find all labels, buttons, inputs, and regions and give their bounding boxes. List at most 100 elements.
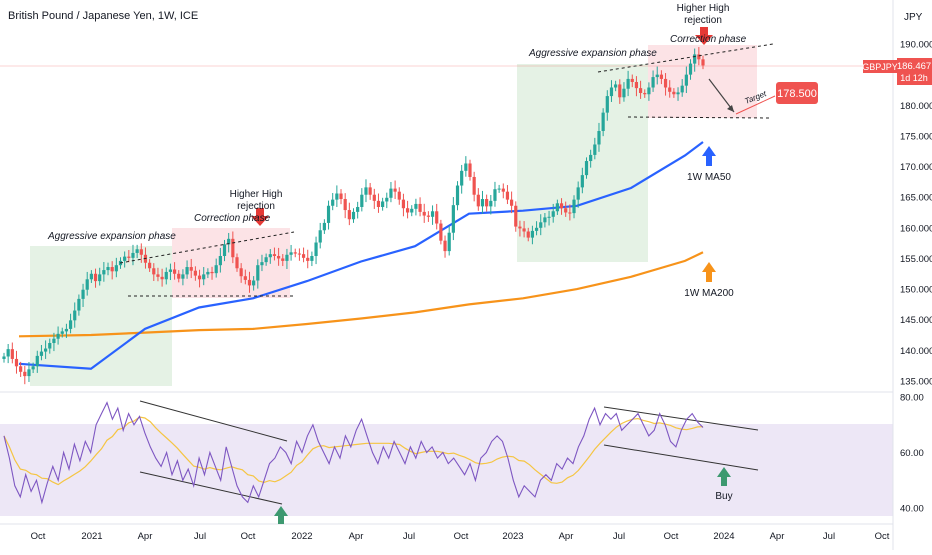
candle-body	[185, 267, 189, 275]
candle-body	[676, 92, 680, 95]
candle-body	[331, 199, 335, 206]
drawings-layer	[119, 43, 776, 505]
candle-body	[93, 273, 98, 282]
candle-body	[272, 254, 277, 257]
candle-body	[526, 231, 530, 238]
candle-body	[285, 254, 289, 261]
candle-body	[381, 201, 385, 207]
time-axis-label: Apr	[138, 531, 153, 542]
buy-label: Buy	[715, 491, 732, 502]
rsi-indicator	[3, 401, 704, 505]
candle-body	[343, 199, 347, 211]
candle-body	[335, 193, 339, 200]
ma200-label: 1W MA200	[684, 288, 734, 299]
higher-high-label-1a: Higher High	[230, 189, 283, 200]
candle-body	[568, 212, 572, 214]
candle-body	[522, 228, 526, 232]
candle-body	[668, 87, 672, 92]
higher-high-label-2b: rejection	[684, 15, 722, 26]
rsi-channel-upper-1	[139, 400, 288, 442]
candle-body	[172, 269, 177, 274]
time-axis-label: 2021	[81, 531, 102, 542]
candle-body	[468, 163, 472, 177]
candle-body	[210, 271, 214, 274]
candle-body	[647, 87, 651, 95]
candle-body	[555, 203, 559, 212]
time-axis-label: Jul	[613, 531, 625, 542]
rsi-tick-labels: 80.00 60.00 40.00	[900, 393, 924, 515]
candle-body	[168, 269, 173, 272]
candle-body	[489, 200, 493, 207]
candle-body	[197, 275, 202, 280]
rsi-line	[3, 401, 704, 505]
candle-body	[89, 273, 93, 280]
candle-body	[480, 199, 485, 207]
candle-body	[152, 268, 156, 275]
candle-body	[277, 256, 281, 259]
time-axis-label: Oct	[454, 531, 469, 542]
candle-body	[214, 265, 218, 274]
candle-body	[493, 189, 497, 201]
candle-body	[476, 194, 480, 207]
time-axis-label: Apr	[559, 531, 574, 542]
candle-body	[181, 274, 185, 279]
rsi-tick-label: 60.00	[900, 448, 924, 459]
candle-body	[231, 238, 235, 258]
green-up-arrow-rsi	[274, 506, 288, 524]
candle-body	[514, 205, 518, 227]
candle-body	[256, 265, 260, 281]
candle-body	[2, 356, 6, 359]
projection-arrow-head	[727, 105, 734, 112]
candle-body	[564, 208, 568, 213]
price-badge-text: 186.467	[897, 61, 931, 72]
candle-body	[31, 366, 35, 370]
chart-title: British Pound / Japanese Yen, 1W, ICE	[8, 10, 198, 22]
candle-body	[247, 279, 252, 286]
candle-body	[360, 194, 364, 207]
candle-body	[410, 208, 414, 213]
higher-high-label-2a: Higher High	[677, 3, 730, 14]
candle-body	[356, 206, 360, 212]
candle-body	[322, 222, 326, 231]
candle-body	[106, 267, 110, 271]
time-axis[interactable]: Oct 2021 Apr Jul Oct 2022 Apr Jul Oct 2023 Apr Jul O…	[31, 531, 890, 542]
candle-body	[19, 366, 23, 372]
candle-body	[376, 200, 381, 207]
candle-body	[23, 371, 27, 377]
candle-body	[35, 355, 39, 367]
candle-body	[189, 267, 193, 271]
candle-body	[593, 144, 597, 155]
price-badges: GBPJPY 186.467 1d 12h	[862, 58, 932, 85]
candle-body	[252, 280, 256, 286]
candle-body	[131, 252, 135, 258]
price-badge	[897, 58, 932, 85]
candle-body	[314, 242, 318, 257]
green-zone-2	[517, 64, 648, 262]
candle-body	[576, 187, 580, 200]
candle-body	[405, 208, 410, 213]
correction-phase-label-2: Correction phase	[670, 34, 747, 45]
candle-body	[301, 254, 306, 258]
price-tick-label: 145.000	[900, 315, 932, 326]
candle-body	[135, 249, 139, 253]
time-axis-label: Jul	[194, 531, 206, 542]
candle-body	[385, 197, 389, 202]
candle-body	[397, 191, 401, 200]
price-tick-label: 180.000	[900, 101, 932, 112]
price-scale[interactable]: JPY	[904, 12, 923, 23]
arrows-layer	[251, 27, 731, 524]
candle-body	[530, 230, 535, 238]
aggressive-phase-label-1: Aggressive expansion phase	[47, 231, 176, 242]
candle-body	[684, 74, 688, 86]
candle-body	[222, 244, 227, 257]
price-tick-label: 155.000	[900, 254, 932, 265]
candle-body	[601, 112, 605, 132]
candle-body	[64, 328, 69, 332]
symbol-badge-text: GBPJPY	[862, 62, 898, 72]
candle-body	[164, 271, 168, 280]
candle-body	[347, 210, 351, 220]
candle-body	[501, 188, 505, 192]
red-zone-1	[172, 228, 290, 298]
